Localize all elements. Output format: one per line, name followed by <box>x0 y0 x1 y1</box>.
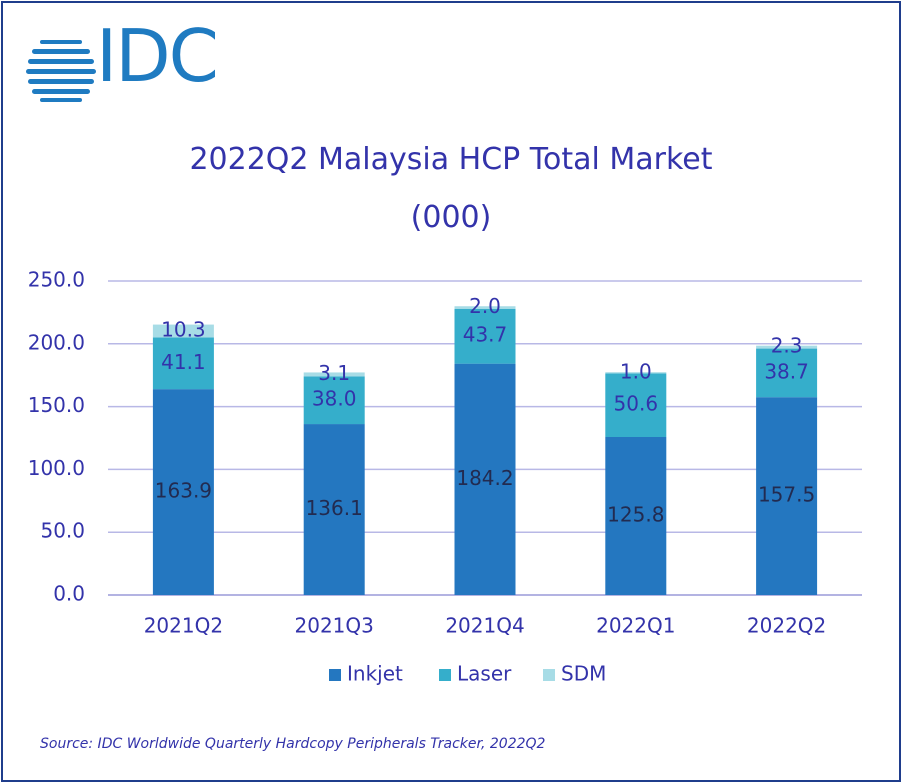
y-tick-label: 100.0 <box>28 456 85 480</box>
x-tick-label: 2021Q3 <box>295 614 374 638</box>
legend-swatch-laser <box>439 669 451 681</box>
data-label-inkjet: 184.2 <box>456 466 513 490</box>
bar-sdm <box>454 306 516 309</box>
data-label-sdm: 10.3 <box>161 318 206 342</box>
data-label-inkjet: 163.9 <box>155 479 212 503</box>
data-label-inkjet: 136.1 <box>306 496 363 520</box>
legend-swatch-inkjet <box>329 669 341 681</box>
bar-laser <box>454 308 516 364</box>
legend-swatch-sdm <box>543 669 555 681</box>
bar-inkjet <box>303 424 365 595</box>
data-label-sdm: 3.1 <box>318 361 350 385</box>
data-label-inkjet: 157.5 <box>758 483 815 507</box>
legend-label-sdm: SDM <box>561 662 606 686</box>
data-label-sdm: 1.0 <box>620 359 652 383</box>
x-tick-label: 2022Q2 <box>747 614 826 638</box>
data-label-laser: 41.1 <box>161 350 206 374</box>
chart-title: 2022Q2 Malaysia HCP Total Market <box>189 142 713 177</box>
bar-inkjet <box>756 397 818 595</box>
data-label-laser: 50.6 <box>614 392 659 416</box>
idc-logo-text: IDC <box>96 14 219 98</box>
bar-laser <box>756 348 818 398</box>
y-tick-label: 250.0 <box>28 268 85 292</box>
legend-label-inkjet: Inkjet <box>347 662 403 686</box>
y-tick-label: 200.0 <box>28 330 85 354</box>
bar-laser <box>152 337 214 390</box>
bar-laser <box>605 373 667 437</box>
data-label-sdm: 2.3 <box>771 334 803 358</box>
bar-sdm <box>756 345 818 349</box>
x-tick-label: 2021Q4 <box>445 614 524 638</box>
y-tick-label: 0.0 <box>53 582 85 606</box>
legend-label-laser: Laser <box>457 662 512 686</box>
bar-inkjet <box>152 389 214 595</box>
data-label-laser: 43.7 <box>463 323 508 347</box>
bar-sdm <box>152 324 214 338</box>
bar-inkjet <box>605 436 667 595</box>
bar-inkjet <box>454 363 516 595</box>
bar-sdm <box>303 372 365 377</box>
idc-logo-icon <box>26 40 96 102</box>
bar-laser <box>303 376 365 425</box>
y-tick-label: 50.0 <box>40 519 85 543</box>
x-tick-label: 2021Q2 <box>144 614 223 638</box>
data-label-laser: 38.0 <box>312 387 357 411</box>
y-tick-label: 150.0 <box>28 393 85 417</box>
data-label-inkjet: 125.8 <box>607 502 664 526</box>
bar-sdm <box>605 372 667 374</box>
chart-subtitle: (000) <box>410 200 492 235</box>
data-label-sdm: 2.0 <box>469 294 501 318</box>
source-note: Source: IDC Worldwide Quarterly Hardcopy… <box>40 736 546 752</box>
data-label-laser: 38.7 <box>764 359 809 383</box>
x-tick-label: 2022Q1 <box>596 614 675 638</box>
